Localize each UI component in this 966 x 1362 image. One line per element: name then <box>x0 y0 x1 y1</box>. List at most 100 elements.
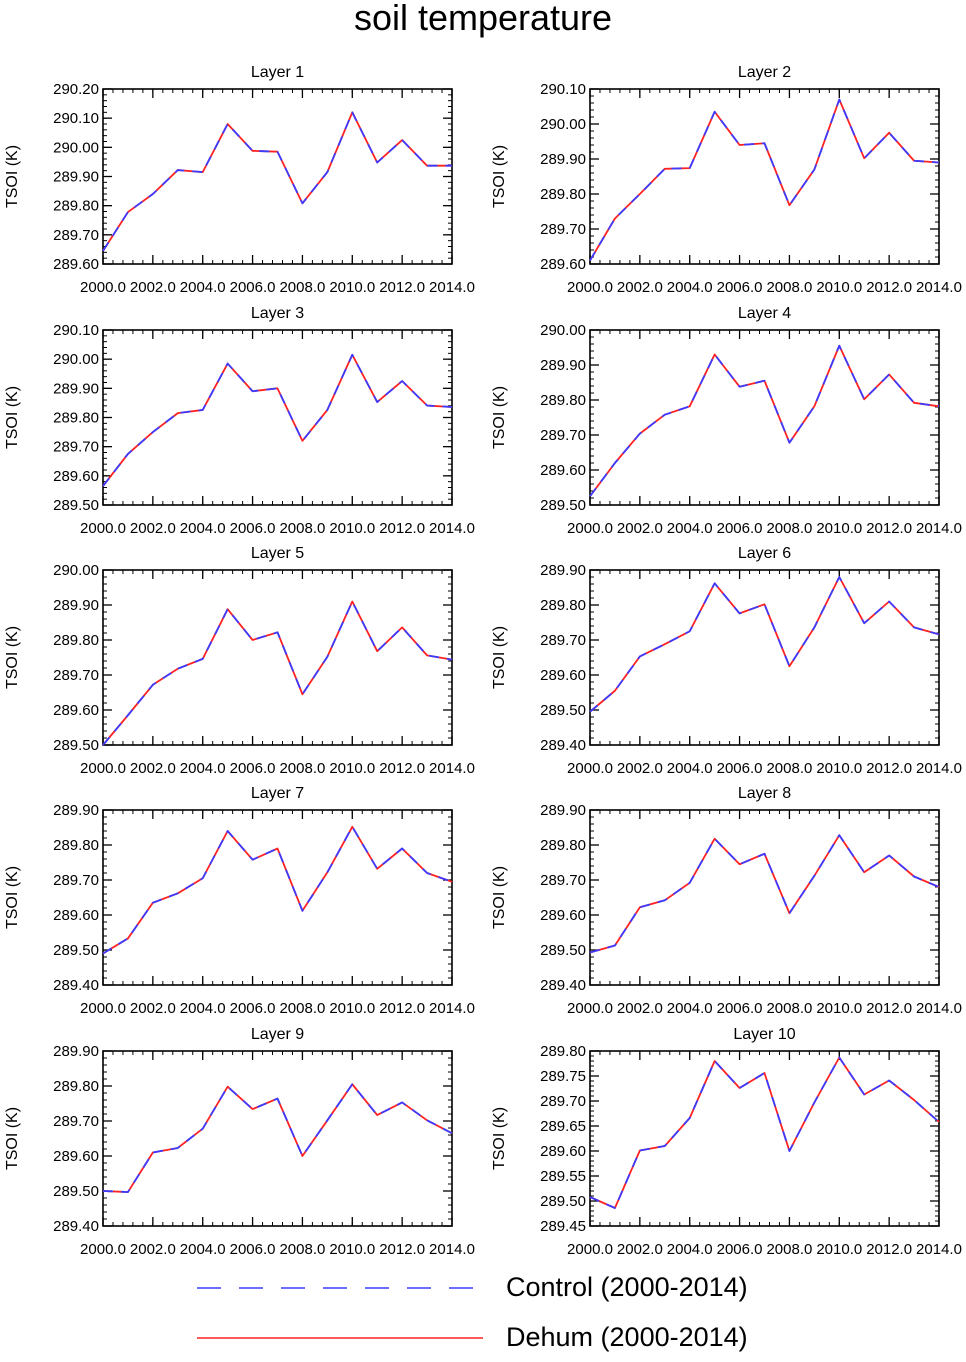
series-line-dehum <box>103 602 452 746</box>
y-tick-label: 290.20 <box>53 81 99 98</box>
y-tick-label: 289.60 <box>540 667 586 684</box>
chart-svg: Layer 2289.60289.70289.80289.90290.00290… <box>490 49 966 304</box>
plot-frame <box>590 810 939 985</box>
series-line-control <box>103 1084 452 1192</box>
panel-title: Layer 4 <box>738 305 791 322</box>
y-tick-label: 289.90 <box>540 802 586 819</box>
y-tick-label: 289.70 <box>540 1093 586 1110</box>
plot-frame <box>103 810 452 985</box>
chart-svg: Layer 4289.50289.60289.70289.80289.90290… <box>490 290 966 545</box>
chart-svg: Layer 8289.40289.50289.60289.70289.80289… <box>490 770 966 1025</box>
legend-entry-dehum: Dehum (2000-2014) <box>197 1322 748 1352</box>
y-tick-label: 289.50 <box>53 737 99 754</box>
y-tick-label: 289.60 <box>540 256 586 273</box>
y-tick-label: 289.50 <box>540 702 586 719</box>
y-tick-label: 289.80 <box>540 597 586 614</box>
legend-label-control: Control (2000-2014) <box>506 1272 748 1302</box>
y-tick-label: 289.80 <box>53 1078 99 1095</box>
y-axis-label: TSOI (K) <box>4 1107 21 1170</box>
y-tick-label: 289.90 <box>540 562 586 579</box>
x-tick-label: 2004.0 <box>667 1241 713 1258</box>
y-tick-label: 289.40 <box>53 977 99 994</box>
y-tick-label: 289.80 <box>53 198 99 215</box>
y-tick-label: 290.00 <box>53 139 99 156</box>
figure-title-area: soil temperature <box>0 0 966 50</box>
plot-frame <box>590 330 939 505</box>
y-axis-label: TSOI (K) <box>4 626 21 689</box>
y-tick-label: 290.00 <box>540 322 586 339</box>
y-tick-label: 289.70 <box>53 439 99 456</box>
y-tick-label: 289.70 <box>53 667 99 684</box>
panel-title: Layer 5 <box>251 545 304 562</box>
y-tick-label: 289.50 <box>53 942 99 959</box>
chart-svg: Layer 7289.40289.50289.60289.70289.80289… <box>3 770 492 1025</box>
y-tick-label: 289.50 <box>540 1193 586 1210</box>
x-tick-label: 2014.0 <box>916 1241 962 1258</box>
chart-svg: Layer 1289.60289.70289.80289.90290.00290… <box>3 49 492 304</box>
y-tick-label: 289.80 <box>540 1043 586 1060</box>
y-tick-label: 289.70 <box>540 427 586 444</box>
series-line-dehum <box>590 346 939 497</box>
y-tick-label: 289.90 <box>53 597 99 614</box>
x-tick-label: 2012.0 <box>379 1241 425 1258</box>
y-tick-label: 289.60 <box>53 1148 99 1165</box>
panel-title: Layer 6 <box>738 545 791 562</box>
panel-title: Layer 2 <box>738 64 791 81</box>
x-tick-label: 2008.0 <box>279 1241 325 1258</box>
x-tick-label: 2008.0 <box>766 1241 812 1258</box>
y-tick-label: 290.10 <box>540 81 586 98</box>
series-line-control <box>590 100 939 261</box>
plot-frame <box>590 89 939 264</box>
y-tick-label: 289.90 <box>53 380 99 397</box>
chart-svg: Layer 6 289.40 289.50 289.60 289.70 289.80 289… <box>490 530 966 785</box>
y-tick-label: 289.60 <box>540 1143 586 1160</box>
y-tick-label: 289.55 <box>540 1168 586 1185</box>
y-tick-label: 289.80 <box>540 186 586 203</box>
panel-title: Layer 8 <box>738 785 791 802</box>
y-tick-label: 289.80 <box>53 837 99 854</box>
y-tick-label: 289.60 <box>540 907 586 924</box>
plot-frame <box>590 570 939 745</box>
plot-frame <box>103 330 452 505</box>
series-line-control <box>590 1058 939 1209</box>
series-line-dehum <box>103 355 452 486</box>
y-tick-label: 289.70 <box>53 227 99 244</box>
y-tick-label: 289.80 <box>53 410 99 427</box>
y-tick-label: 290.00 <box>53 351 99 368</box>
x-tick-label: 2000.0 <box>80 1241 126 1258</box>
legend: Control (2000-2014) Dehum (2000-2014) <box>0 1262 966 1362</box>
chart-svg: Layer 10289.45289.50289.55289.60289.6528… <box>490 1011 966 1266</box>
panel-title: Layer 1 <box>251 64 304 81</box>
y-tick-label: 289.80 <box>540 837 586 854</box>
plot-frame <box>103 570 452 745</box>
y-tick-label: 289.90 <box>53 1043 99 1060</box>
y-tick-label: 289.90 <box>540 357 586 374</box>
y-tick-label: 290.10 <box>53 110 99 127</box>
y-tick-label: 289.60 <box>540 462 586 479</box>
y-tick-label: 289.50 <box>53 1183 99 1200</box>
y-tick-label: 290.00 <box>540 116 586 133</box>
x-tick-label: 2006.0 <box>717 1241 763 1258</box>
x-tick-label: 2000.0 <box>567 1241 613 1258</box>
legend-label-dehum: Dehum (2000-2014) <box>506 1322 748 1352</box>
y-tick-label: 289.70 <box>540 632 586 649</box>
series-line-dehum <box>590 100 939 261</box>
y-tick-label: 289.80 <box>53 632 99 649</box>
y-tick-label: 289.60 <box>53 907 99 924</box>
series-line-control <box>590 346 939 497</box>
series-line-dehum <box>590 1058 939 1209</box>
x-tick-label: 2004.0 <box>180 1241 226 1258</box>
y-tick-label: 289.40 <box>540 737 586 754</box>
y-tick-label: 289.60 <box>53 468 99 485</box>
y-tick-label: 289.70 <box>540 221 586 238</box>
y-axis-label: TSOI (K) <box>491 386 508 449</box>
